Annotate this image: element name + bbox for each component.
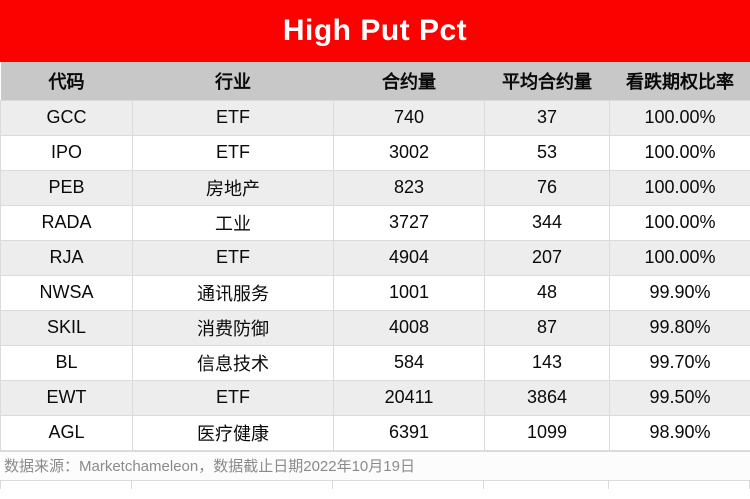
column-header-code: 代码 [0, 62, 133, 100]
cell-industry: ETF [132, 239, 334, 276]
partial-cell [484, 480, 609, 489]
cell-volume: 3727 [333, 204, 485, 241]
partial-cell [0, 480, 132, 489]
table-row: RJA ETF 4904 207 100.00% [0, 239, 750, 276]
cell-avg-volume: 143 [484, 344, 610, 381]
cell-code: AGL [0, 414, 133, 451]
cell-avg-volume: 344 [484, 204, 610, 241]
table-body: GCC ETF 740 37 100.00% IPO ETF 3002 53 100.00% PEB… [0, 99, 750, 451]
cell-put-pct: 100.00% [609, 99, 750, 136]
cell-industry: 房地产 [132, 169, 334, 206]
partial-bottom-row [0, 480, 750, 489]
table-header-row: 代码 行业 合约量 平均合约量 看跌期权比率 [0, 62, 750, 100]
title-banner: High Put Pct [0, 0, 750, 62]
column-header-put-pct: 看跌期权比率 [609, 62, 750, 100]
cell-avg-volume: 48 [484, 274, 610, 311]
cell-code: RADA [0, 204, 133, 241]
table-row: BL 信息技术 584 143 99.70% [0, 344, 750, 381]
cell-put-pct: 100.00% [609, 204, 750, 241]
cell-volume: 584 [333, 344, 485, 381]
cell-avg-volume: 207 [484, 239, 610, 276]
cell-code: RJA [0, 239, 133, 276]
partial-cell [333, 480, 484, 489]
cell-avg-volume: 53 [484, 134, 610, 171]
cell-volume: 1001 [333, 274, 485, 311]
cell-industry: 消费防御 [132, 309, 334, 346]
cell-put-pct: 99.90% [609, 274, 750, 311]
cell-industry: 医疗健康 [132, 414, 334, 451]
cell-put-pct: 100.00% [609, 134, 750, 171]
cell-code: BL [0, 344, 133, 381]
cell-code: PEB [0, 169, 133, 206]
cell-industry: ETF [132, 379, 334, 416]
column-header-volume: 合约量 [333, 62, 485, 100]
cell-volume: 6391 [333, 414, 485, 451]
cell-avg-volume: 76 [484, 169, 610, 206]
column-header-avg-volume: 平均合约量 [484, 62, 610, 100]
table-row: AGL 医疗健康 6391 1099 98.90% [0, 414, 750, 451]
cell-code: NWSA [0, 274, 133, 311]
page-title: High Put Pct [282, 14, 468, 47]
partial-cell [132, 480, 333, 489]
cell-put-pct: 99.50% [609, 379, 750, 416]
cell-industry: 信息技术 [132, 344, 334, 381]
cell-code: SKIL [0, 309, 133, 346]
cell-avg-volume: 1099 [484, 414, 610, 451]
cell-volume: 823 [333, 169, 485, 206]
table-row: IPO ETF 3002 53 100.00% [0, 134, 750, 171]
column-header-industry: 行业 [132, 62, 334, 100]
cell-volume: 740 [333, 99, 485, 136]
cell-industry: ETF [132, 99, 334, 136]
cell-volume: 4008 [333, 309, 485, 346]
partial-cell [609, 480, 750, 489]
cell-put-pct: 98.90% [609, 414, 750, 451]
high-put-pct-page: High Put Pct 代码 行业 合约量 平均合约量 看跌期权比率 GCC E… [0, 0, 750, 489]
cell-put-pct: 100.00% [609, 169, 750, 206]
table-row: EWT ETF 20411 3864 99.50% [0, 379, 750, 416]
cell-volume: 20411 [333, 379, 485, 416]
cell-put-pct: 100.00% [609, 239, 750, 276]
cell-code: GCC [0, 99, 133, 136]
table-row: RADA 工业 3727 344 100.00% [0, 204, 750, 241]
cell-code: IPO [0, 134, 133, 171]
cell-put-pct: 99.80% [609, 309, 750, 346]
data-source-note: 数据来源：Marketchameleon，数据截止日期2022年10月19日 [0, 450, 750, 481]
table-row: NWSA 通讯服务 1001 48 99.90% [0, 274, 750, 311]
table-row: SKIL 消费防御 4008 87 99.80% [0, 309, 750, 346]
table-header: 代码 行业 合约量 平均合约量 看跌期权比率 [0, 62, 750, 100]
cell-avg-volume: 3864 [484, 379, 610, 416]
cell-avg-volume: 37 [484, 99, 610, 136]
cell-avg-volume: 87 [484, 309, 610, 346]
cell-industry: ETF [132, 134, 334, 171]
table-row: PEB 房地产 823 76 100.00% [0, 169, 750, 206]
cell-volume: 4904 [333, 239, 485, 276]
table-row: GCC ETF 740 37 100.00% [0, 99, 750, 136]
cell-industry: 通讯服务 [132, 274, 334, 311]
cell-code: EWT [0, 379, 133, 416]
put-pct-table: 代码 行业 合约量 平均合约量 看跌期权比率 GCC ETF 740 37 100.00… [0, 62, 750, 451]
cell-put-pct: 99.70% [609, 344, 750, 381]
cell-volume: 3002 [333, 134, 485, 171]
cell-industry: 工业 [132, 204, 334, 241]
